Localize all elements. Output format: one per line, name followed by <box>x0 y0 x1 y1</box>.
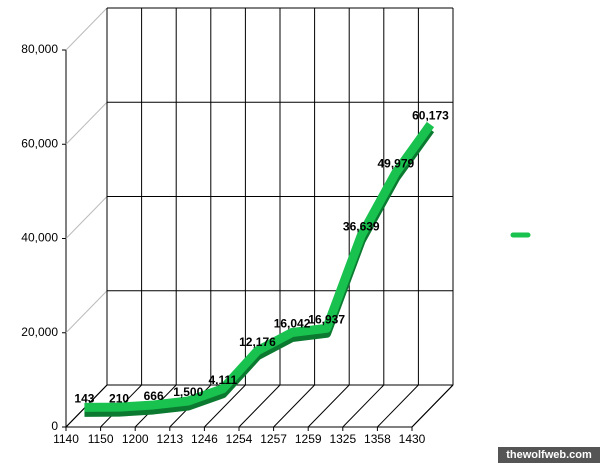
x-tick-label: 1358 <box>364 432 391 446</box>
watermark: thewolfweb.com <box>506 449 592 461</box>
grid-line <box>65 196 108 239</box>
data-label: 12,176 <box>239 335 276 349</box>
x-tick-label: 1325 <box>329 432 356 446</box>
data-label: 666 <box>144 389 164 403</box>
x-tick-label: 1200 <box>122 432 149 446</box>
watermark-box <box>498 447 600 463</box>
data-label: 143 <box>74 392 94 406</box>
grid-line <box>342 384 385 428</box>
data-label: 36,639 <box>343 220 380 234</box>
data-label: 16,937 <box>308 312 345 326</box>
data-label: 49,979 <box>377 157 414 171</box>
x-tick-label: 1430 <box>399 432 426 446</box>
grid-line <box>65 101 108 145</box>
grid-line <box>65 290 108 334</box>
grid-line <box>411 384 454 428</box>
data-label: 60,173 <box>412 109 449 123</box>
data-label: 210 <box>109 391 129 405</box>
y-tick-label: 0 <box>51 419 58 433</box>
data-label: 4,111 <box>208 373 237 387</box>
x-tick-label: 1140 <box>53 432 79 446</box>
x-tick-label: 1213 <box>156 432 183 446</box>
x-tick-label: 1150 <box>88 432 114 446</box>
x-tick-label: 1257 <box>260 432 287 446</box>
grid-line <box>377 384 419 428</box>
x-tick-label: 1246 <box>191 432 218 446</box>
x-tick-label: 1259 <box>295 432 322 446</box>
y-tick-label: 40,000 <box>21 231 58 245</box>
y-tick-label: 60,000 <box>21 136 58 150</box>
grid-line <box>307 384 350 428</box>
grid-line <box>65 7 108 51</box>
line <box>84 121 435 412</box>
y-tick-label: 80,000 <box>21 42 58 56</box>
data-label: 1,500 <box>173 385 203 399</box>
grid-line <box>273 384 315 428</box>
grid-line <box>238 384 281 428</box>
y-tick-label: 20,000 <box>21 325 58 339</box>
x-tick-label: 1254 <box>226 432 253 446</box>
line-side <box>84 126 435 417</box>
data-label: 16,042 <box>274 317 311 331</box>
grid-line <box>204 384 246 428</box>
